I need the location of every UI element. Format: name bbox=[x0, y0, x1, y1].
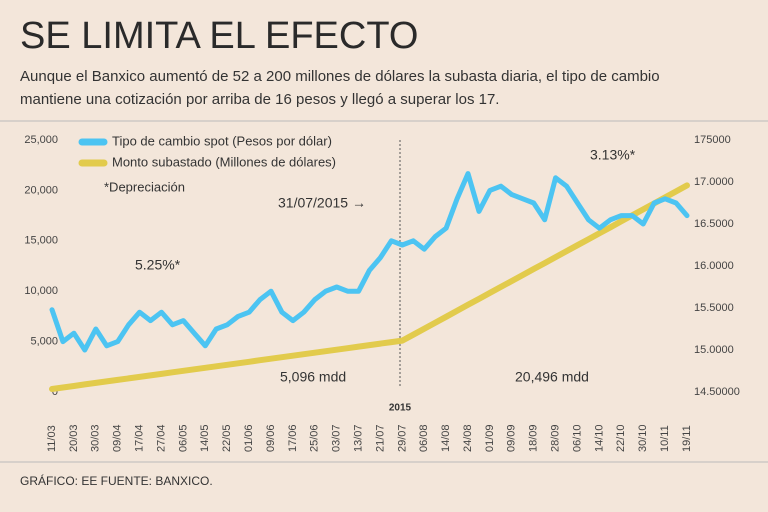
annotation: 5,096 mdd bbox=[280, 369, 346, 385]
x-tick-label: 27/04 bbox=[155, 424, 167, 452]
x-tick-label: 11/03 bbox=[46, 425, 58, 452]
x-tick-label: 25/06 bbox=[309, 424, 321, 452]
y-tick-label: 15,000 bbox=[24, 235, 58, 247]
y-tick-label: 5,000 bbox=[30, 336, 58, 348]
series-line bbox=[49, 171, 690, 353]
x-tick-label: 18/09 bbox=[528, 424, 540, 452]
subtitle: Aunque el Banxico aumentó de 52 a 200 mi… bbox=[20, 68, 660, 85]
y-tick-label: 25,000 bbox=[24, 134, 58, 146]
x-tick-label: 28/09 bbox=[550, 424, 562, 452]
x-tick-label: 22/10 bbox=[615, 424, 627, 452]
annotation: 3.13%* bbox=[590, 147, 636, 163]
x-tick-label: 06/08 bbox=[418, 424, 430, 452]
y2-tick-label: 14.50000 bbox=[694, 386, 740, 398]
y-tick-label: 0 bbox=[52, 386, 58, 398]
x-tick-label: 06/05 bbox=[177, 424, 189, 452]
x-tick-label: 17/06 bbox=[287, 424, 299, 452]
y-tick-label: 20,000 bbox=[24, 184, 58, 196]
source: GRÁFICO: EE FUENTE: BANXICO. bbox=[20, 473, 213, 488]
annotation: 20,496 mdd bbox=[515, 369, 589, 385]
y2-tick-label: 15.0000 bbox=[694, 344, 734, 356]
annotation: 31/07/2015 → bbox=[278, 195, 366, 211]
x-tick-label: 17/04 bbox=[133, 424, 145, 452]
x-tick-label: 20/03 bbox=[68, 424, 80, 452]
x-tick-label: 22/05 bbox=[221, 424, 233, 452]
x-tick-label: 09/04 bbox=[112, 424, 124, 452]
y2-tick-label: 175000 bbox=[694, 134, 731, 146]
x-tick-label: 29/07 bbox=[396, 424, 408, 452]
x-tick-label: 09/06 bbox=[265, 424, 277, 452]
x-tick-label: 30/10 bbox=[637, 424, 649, 452]
x-tick-label: 01/09 bbox=[484, 424, 496, 452]
y2-tick-label: 16.0000 bbox=[694, 260, 734, 272]
subtitle: mantiene una cotización por arriba de 16… bbox=[20, 91, 499, 108]
x-tick-label: 10/11 bbox=[659, 425, 671, 452]
chart-title: SE LIMITA EL EFECTO bbox=[20, 15, 418, 57]
x-tick-label: 09/09 bbox=[506, 424, 518, 452]
x-tick-label: 03/07 bbox=[331, 424, 343, 452]
x-tick-label: 24/08 bbox=[462, 424, 474, 452]
y2-tick-label: 15.5000 bbox=[694, 302, 734, 314]
annotation: 2015 bbox=[389, 403, 412, 414]
x-tick-label: 06/10 bbox=[571, 424, 583, 452]
x-tick-label: 13/07 bbox=[352, 424, 364, 452]
y2-tick-label: 17.0000 bbox=[694, 176, 734, 188]
series-line bbox=[49, 182, 690, 392]
legend-label: Monto subastado (Millones de dólares) bbox=[112, 154, 336, 169]
legend-label: Tipo de cambio spot (Pesos por dólar) bbox=[112, 133, 332, 148]
annotation: 5.25%* bbox=[135, 257, 181, 273]
x-tick-label: 14/08 bbox=[440, 424, 452, 452]
x-tick-label: 30/03 bbox=[90, 424, 102, 452]
x-tick-label: 01/06 bbox=[243, 424, 255, 452]
x-tick-label: 19/11 bbox=[681, 425, 693, 452]
y-tick-label: 10,000 bbox=[24, 285, 58, 297]
x-tick-label: 14/05 bbox=[199, 424, 211, 452]
x-tick-label: 14/10 bbox=[593, 424, 605, 452]
x-tick-label: 21/07 bbox=[374, 424, 386, 452]
legend-note: *Depreciación bbox=[104, 179, 185, 194]
y2-tick-label: 16.5000 bbox=[694, 218, 734, 230]
